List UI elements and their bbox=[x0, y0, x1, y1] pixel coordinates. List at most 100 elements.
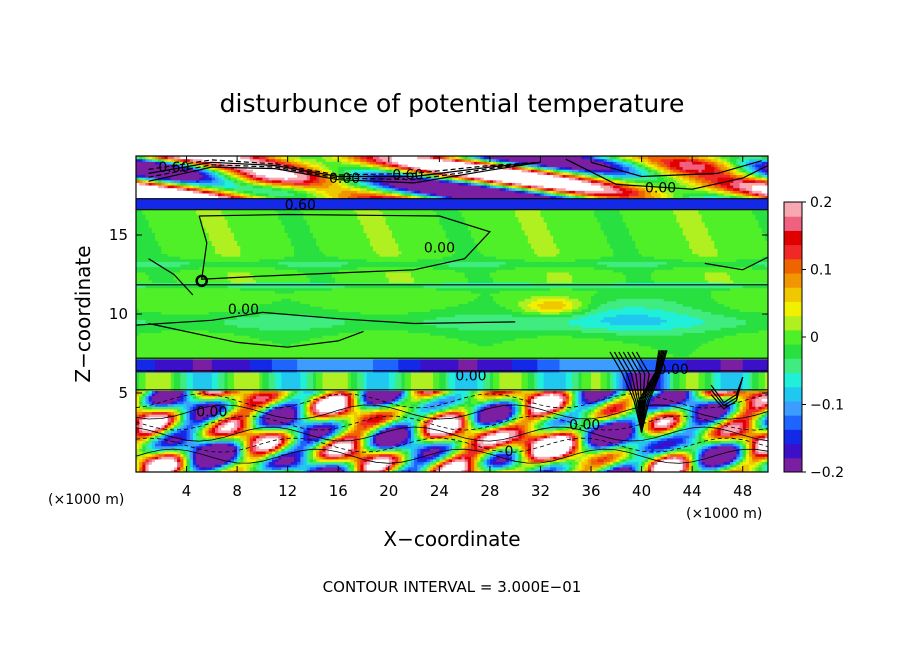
field-cell bbox=[685, 416, 690, 420]
field-cell bbox=[177, 456, 181, 460]
field-cell bbox=[265, 408, 270, 413]
field-cell bbox=[237, 406, 241, 410]
field-cell bbox=[745, 408, 760, 413]
field-cell bbox=[373, 443, 377, 447]
field-cell bbox=[354, 445, 358, 449]
field-cell bbox=[587, 469, 592, 472]
field-cell bbox=[423, 464, 428, 468]
field-cell bbox=[695, 469, 700, 472]
field-cell bbox=[186, 448, 191, 452]
field-cell bbox=[730, 421, 744, 426]
field-cell bbox=[502, 421, 507, 426]
field-cell bbox=[575, 458, 583, 463]
field-cell bbox=[749, 437, 753, 441]
field-cell bbox=[720, 424, 725, 428]
field-cell bbox=[584, 311, 598, 315]
field-cell bbox=[742, 443, 747, 447]
field-cell bbox=[701, 421, 709, 426]
field-cell bbox=[233, 464, 238, 468]
field-cell bbox=[572, 311, 586, 315]
field-cell bbox=[256, 427, 263, 431]
field-cell bbox=[736, 458, 741, 463]
field-cell bbox=[246, 395, 251, 399]
field-cell bbox=[417, 411, 428, 415]
field-cell bbox=[136, 414, 140, 418]
field-cell bbox=[758, 385, 766, 389]
field-cell bbox=[638, 342, 703, 347]
field-cell bbox=[499, 424, 504, 428]
field-cell bbox=[527, 385, 535, 389]
field-cell bbox=[546, 421, 554, 426]
field-cell bbox=[183, 395, 188, 399]
field-cell bbox=[259, 385, 263, 389]
field-cell bbox=[328, 445, 333, 449]
field-cell bbox=[319, 440, 324, 444]
field-cell bbox=[508, 466, 516, 470]
field-cell bbox=[344, 437, 355, 441]
field-cell bbox=[233, 445, 238, 449]
field-cell bbox=[502, 424, 507, 428]
field-cell bbox=[758, 379, 766, 384]
field-cell bbox=[240, 403, 245, 407]
field-cell bbox=[237, 429, 241, 434]
field-cell bbox=[230, 390, 238, 394]
field-cell bbox=[445, 445, 450, 449]
field-cell bbox=[707, 340, 768, 344]
field-cell bbox=[230, 279, 257, 283]
field-cell bbox=[730, 458, 734, 463]
field-cell bbox=[429, 456, 434, 460]
field-cell bbox=[745, 419, 750, 423]
field-cell bbox=[720, 382, 744, 386]
field-cell bbox=[360, 416, 365, 420]
field-cell bbox=[515, 461, 519, 465]
field-cell bbox=[521, 377, 529, 381]
field-cell bbox=[565, 379, 573, 384]
field-cell bbox=[328, 450, 346, 455]
field-cell bbox=[676, 448, 693, 452]
field-cell bbox=[186, 435, 191, 439]
field-cell bbox=[148, 456, 153, 460]
field-cell bbox=[319, 395, 324, 399]
field-cell bbox=[524, 450, 529, 455]
field-cell bbox=[423, 429, 428, 434]
field-cell bbox=[382, 466, 387, 470]
field-cell bbox=[366, 377, 390, 381]
field-cell bbox=[543, 416, 548, 420]
field-cell bbox=[764, 411, 768, 415]
field-cell bbox=[331, 274, 387, 278]
field-cell bbox=[562, 393, 567, 397]
field-cell bbox=[692, 408, 696, 413]
field-cell bbox=[167, 416, 172, 420]
field-cell bbox=[502, 464, 507, 468]
field-cell bbox=[221, 466, 226, 470]
field-cell bbox=[689, 314, 725, 318]
field-cell bbox=[695, 464, 700, 468]
field-cell bbox=[136, 279, 153, 283]
field-cell bbox=[619, 374, 624, 378]
field-cell bbox=[730, 461, 734, 465]
field-cell bbox=[736, 464, 741, 468]
field-cell bbox=[711, 427, 715, 431]
field-cell bbox=[486, 406, 510, 410]
field-cell bbox=[186, 437, 191, 441]
field-cell bbox=[417, 429, 421, 434]
field-cell bbox=[233, 406, 238, 410]
field-cell bbox=[347, 393, 352, 397]
field-cell bbox=[613, 398, 617, 402]
field-cell bbox=[145, 414, 150, 418]
field-cell bbox=[512, 398, 516, 402]
field-cell bbox=[474, 445, 478, 449]
field-cell bbox=[704, 427, 709, 431]
field-cell bbox=[316, 385, 324, 389]
field-cell bbox=[597, 414, 611, 418]
field-cell bbox=[237, 398, 241, 402]
field-cell bbox=[139, 448, 143, 452]
field-cell bbox=[698, 382, 706, 386]
field-cell bbox=[192, 385, 213, 389]
field-cell bbox=[154, 437, 159, 441]
field-cell bbox=[154, 445, 175, 449]
field-cell bbox=[249, 456, 260, 460]
field-cell bbox=[543, 374, 567, 378]
field-cell bbox=[726, 469, 731, 472]
field-cell bbox=[581, 308, 592, 312]
